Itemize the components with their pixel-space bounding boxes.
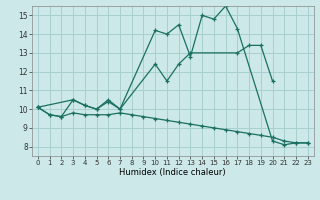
X-axis label: Humidex (Indice chaleur): Humidex (Indice chaleur) [119, 168, 226, 177]
